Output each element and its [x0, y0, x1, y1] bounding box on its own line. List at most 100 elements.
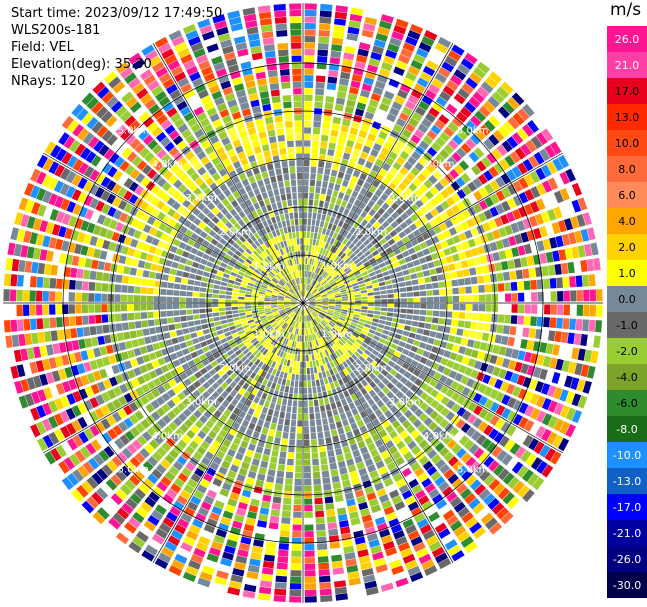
range-gate: [317, 431, 324, 439]
range-gate: [304, 328, 307, 336]
range-gate: [199, 308, 206, 314]
range-gate: [456, 111, 468, 123]
range-gate: [339, 165, 347, 173]
range-gate: [159, 303, 167, 310]
range-gate: [292, 400, 298, 407]
range-gate: [401, 362, 410, 370]
range-gate: [398, 231, 407, 239]
range-gate: [442, 367, 452, 376]
range-gate: [564, 375, 574, 388]
range-gate: [448, 335, 456, 343]
range-gate: [355, 207, 363, 216]
range-gate: [308, 297, 315, 301]
range-gate: [524, 203, 534, 216]
range-gate: [532, 115, 545, 130]
range-gate: [281, 517, 291, 524]
range-gate: [309, 192, 314, 200]
range-gate: [443, 126, 455, 138]
range-gate: [590, 242, 599, 256]
range-gate: [365, 10, 379, 20]
range-gate: [409, 213, 419, 222]
range-gate: [322, 319, 328, 325]
range-gate: [179, 303, 186, 309]
range-gate: [340, 272, 347, 278]
range-gate: [263, 448, 271, 456]
range-gate: [517, 431, 528, 444]
range-gate: [367, 295, 375, 300]
range-gate: [326, 290, 333, 294]
range-gate: [185, 259, 194, 267]
range-gate: [543, 317, 551, 328]
range-gate: [127, 285, 135, 294]
range-gate: [431, 48, 445, 60]
range-gate: [322, 303, 329, 305]
range-gate: [511, 92, 525, 106]
range-gate: [317, 392, 323, 400]
range-gate: [415, 47, 429, 59]
range-gate: [582, 274, 590, 287]
range-gate: [319, 23, 331, 31]
range-gate: [419, 71, 432, 82]
range-gate: [322, 301, 329, 303]
range-gate: [18, 334, 26, 347]
range-gate: [417, 278, 425, 284]
range-gate: [337, 268, 344, 275]
range-gate: [432, 170, 443, 180]
range-gate: [498, 250, 507, 260]
range-gate: [303, 166, 310, 173]
range-gate: [238, 309, 245, 313]
range-gate: [219, 290, 226, 295]
range-gate: [415, 388, 424, 397]
range-gate: [488, 115, 501, 128]
range-gate: [522, 124, 534, 137]
range-gate: [442, 434, 453, 445]
range-gate: [339, 185, 347, 194]
range-gate: [588, 319, 596, 332]
range-gate: [326, 83, 337, 91]
range-gate: [516, 374, 526, 386]
range-gate: [309, 265, 313, 272]
range-gate: [410, 167, 420, 177]
range-gate: [315, 296, 322, 299]
range-gate: [320, 3, 333, 11]
range-gate: [458, 251, 467, 260]
range-gate: [331, 254, 337, 261]
range-gate: [342, 445, 351, 454]
range-gate: [542, 356, 552, 368]
range-gate: [484, 398, 494, 410]
range-gate: [196, 348, 204, 356]
range-gate: [471, 312, 479, 321]
range-gate: [140, 295, 147, 303]
range-gate: [380, 229, 389, 237]
range-gate: [24, 333, 33, 346]
range-gate: [483, 209, 493, 220]
range-gate: [484, 411, 495, 423]
range-gate: [315, 75, 326, 83]
range-gate: [330, 196, 337, 204]
range-gate: [304, 531, 314, 538]
range-gate: [276, 569, 288, 577]
range-gate: [308, 393, 313, 401]
range-gate: [333, 313, 340, 317]
range-gate: [303, 400, 308, 407]
range-gate: [334, 295, 342, 298]
range-gate: [412, 177, 422, 188]
range-gate: [365, 335, 373, 342]
range-gate: [320, 457, 328, 465]
range-gate: [339, 520, 350, 528]
range-gate: [356, 276, 364, 282]
range-gate: [298, 341, 301, 349]
range-gate: [473, 190, 483, 201]
range-gate: [531, 304, 538, 314]
range-gate: [326, 275, 332, 282]
range-gate: [421, 95, 433, 106]
range-gate: [308, 305, 315, 309]
range-gate: [342, 344, 349, 351]
range-gate: [340, 262, 347, 268]
range-gate: [431, 78, 444, 89]
range-gate: [49, 277, 57, 289]
range-gate: [137, 337, 146, 346]
range-gate: [294, 380, 299, 388]
range-gate: [389, 192, 399, 201]
range-gate: [356, 216, 364, 224]
